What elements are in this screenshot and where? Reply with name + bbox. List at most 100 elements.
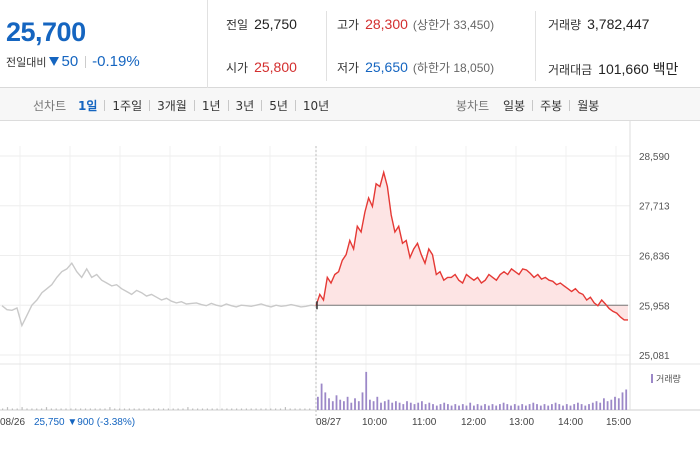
tab-divider <box>569 100 571 111</box>
volume-bar <box>339 399 342 410</box>
volume-bar <box>265 408 267 410</box>
volume-bar <box>250 408 252 410</box>
tab-divider <box>149 100 151 111</box>
volume-bar <box>380 402 382 410</box>
volume-bar <box>138 408 140 410</box>
volume-bar <box>372 401 375 410</box>
y-tick-label: 25,958 <box>639 301 670 312</box>
line-period-tab[interactable]: 5년 <box>269 99 288 113</box>
volume-bar <box>551 404 553 410</box>
volume-legend-label: 거래량 <box>656 373 681 385</box>
stat-value: 3,782,447 <box>587 16 650 32</box>
volume-bar <box>328 398 330 410</box>
volume-bar <box>309 408 311 410</box>
line-period-tab[interactable]: 3개월 <box>157 99 187 113</box>
volume-bar <box>421 401 423 410</box>
volume-bar <box>510 405 512 410</box>
volume-bar <box>502 402 505 410</box>
volume-bar <box>89 408 91 410</box>
volume-bar <box>197 408 199 410</box>
volume-bar <box>398 402 401 410</box>
volume-bar <box>521 404 524 410</box>
line-period-tab[interactable]: 3년 <box>235 99 255 113</box>
volume-bar <box>417 402 420 410</box>
x-axis-label: 13:00 <box>509 417 534 428</box>
stat-value: 28,300 <box>365 16 408 32</box>
line-period-tab[interactable]: 10년 <box>302 99 330 113</box>
volume-bar <box>331 401 334 410</box>
volume-bar <box>31 408 33 410</box>
x-axis-label: 11:00 <box>412 417 437 428</box>
volume-bar <box>84 408 87 410</box>
volume-bar <box>617 398 620 410</box>
period-bar: 선차트 1일 1주일 3개월 1년 3년 5년 10년 봉차트 일봉 주봉 월봉 <box>0 88 700 121</box>
volume-bar <box>21 407 23 410</box>
today-area-fill <box>316 172 628 320</box>
stat-sub: (상한가 33,450) <box>412 18 495 32</box>
volume-bar <box>99 408 101 410</box>
volume-bar <box>6 407 9 410</box>
volume-bar <box>320 383 323 410</box>
volume-bar <box>517 405 520 410</box>
volume-bar <box>45 407 48 410</box>
volume-bar <box>75 408 77 410</box>
candle-period-tab[interactable]: 월봉 <box>577 99 600 113</box>
volume-bar <box>16 408 18 410</box>
tab-divider <box>227 100 229 111</box>
x-axis-label: 08/26 <box>0 417 25 428</box>
volume-bar <box>383 401 386 410</box>
volume-bar <box>469 402 472 410</box>
line-period-tab[interactable]: 1주일 <box>112 99 143 113</box>
change-value: 50 <box>61 53 79 70</box>
volume-bar <box>294 408 296 410</box>
volume-bar <box>595 401 598 410</box>
volume-bar <box>454 404 457 410</box>
stat-open: 시가 25,800 <box>226 59 297 76</box>
volume-bar <box>432 404 434 410</box>
volume-bar <box>435 405 438 410</box>
line-period-tab[interactable]: 1일 <box>78 99 98 113</box>
volume-bar <box>324 392 327 410</box>
volume-bar <box>350 402 353 410</box>
current-price: 25,700 <box>6 17 86 47</box>
tab-divider <box>193 100 195 111</box>
volume-bar <box>395 401 397 410</box>
volume-bar <box>231 408 233 410</box>
volume-bar <box>206 408 208 410</box>
volume-bar <box>221 408 223 410</box>
volume-bar <box>201 408 204 410</box>
volume-bar <box>70 408 72 410</box>
volume-bar <box>255 408 257 410</box>
candle-chart-label: 봉차트 <box>456 99 490 113</box>
volume-bar <box>104 408 106 410</box>
volume-bar <box>554 402 557 410</box>
volume-bar <box>304 408 306 410</box>
stat-value: 25,800 <box>254 59 297 75</box>
volume-bar <box>182 408 184 410</box>
volume-bar <box>409 402 412 410</box>
volume-bar <box>343 401 345 410</box>
volume-bar <box>41 408 43 410</box>
candle-period-tab[interactable]: 주봉 <box>540 99 563 113</box>
volume-bar <box>599 402 602 410</box>
stat-high: 고가 28,300 (상한가 33,450) <box>337 16 494 33</box>
down-triangle-icon <box>49 57 60 66</box>
volume-bar <box>65 408 67 410</box>
volume-bar <box>573 404 576 410</box>
volume-bar <box>94 408 96 410</box>
line-period-tab[interactable]: 1년 <box>201 99 221 113</box>
volume-bar <box>133 408 135 410</box>
volume-bar <box>391 402 394 410</box>
volume-bar <box>365 371 368 410</box>
column-divider <box>326 11 327 81</box>
volume-bar <box>162 408 165 410</box>
volume-bar <box>543 404 546 410</box>
volume-bar <box>584 405 587 410</box>
today-series <box>315 169 628 321</box>
candle-period-tab[interactable]: 일봉 <box>503 99 526 113</box>
stat-prev-close: 전일 25,750 <box>226 16 297 33</box>
volume-bar <box>461 404 464 410</box>
volume-bar <box>473 405 475 410</box>
quote-header: 25,700 전일대비 50 -0.19% 전일 25,750 시가 25,80… <box>0 0 700 88</box>
y-tick-label: 25,081 <box>639 351 670 362</box>
